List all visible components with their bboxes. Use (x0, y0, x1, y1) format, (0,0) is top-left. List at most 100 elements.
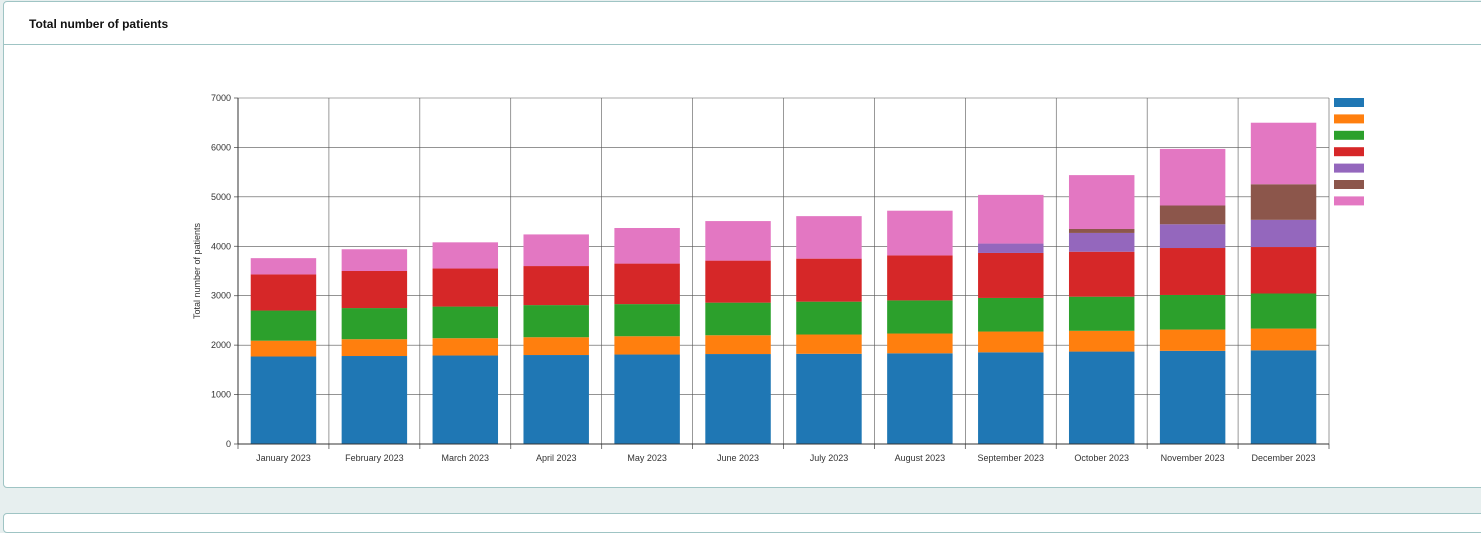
bar-segment-1 (1250, 350, 1317, 444)
bar-segment-2 (1159, 329, 1226, 351)
y-tick-label: 3000 (211, 291, 231, 301)
bar-segment-3 (614, 304, 680, 337)
bar-segment-1 (887, 353, 953, 444)
y-tick-label: 4000 (211, 241, 231, 251)
bar-segment-1 (1068, 351, 1135, 444)
legend-swatch-4 (1334, 147, 1364, 157)
panel-header: Total number of patients (4, 2, 1481, 45)
bar-segment-5 (978, 243, 1044, 253)
legend-swatch-7 (1334, 196, 1364, 206)
bar-segment-4 (432, 268, 499, 307)
bar-segment-4 (978, 252, 1044, 298)
bar-segment-4 (523, 266, 589, 306)
bar-segment-4 (887, 255, 953, 301)
bar-segment-7 (1250, 122, 1317, 185)
axes: 0 1000 2000 3000 4000 5000 6000 7000 January 202… (211, 93, 1330, 463)
bar-segment-7 (432, 242, 499, 269)
bar-segment-3 (796, 301, 862, 335)
y-tick-label: 5000 (211, 192, 231, 202)
bar-segment-5 (1159, 224, 1226, 249)
legend-swatch-5 (1334, 163, 1364, 173)
chart-panel: Total number of patients 0 1000 2000 3000 40… (3, 1, 1481, 488)
bar-segment-3 (705, 302, 771, 336)
bar-segment-2 (796, 334, 862, 354)
bar-segment-1 (614, 354, 680, 444)
bar-segment-2 (432, 338, 499, 356)
bar-segment-4 (1068, 251, 1135, 297)
bar-segment-7 (1068, 175, 1135, 229)
bar-segment-1 (705, 354, 771, 444)
bar-segment-3 (978, 297, 1044, 332)
legend-swatch-2 (1334, 114, 1364, 124)
bar-segment-3 (1068, 296, 1135, 331)
bar-segment-6 (1159, 205, 1226, 225)
x-tick-label: October 2023 (1074, 453, 1129, 463)
bar-segment-2 (614, 336, 680, 355)
bar-segment-7 (250, 258, 317, 275)
legend (1334, 98, 1364, 206)
grid (237, 97, 1330, 445)
bar-segment-1 (978, 352, 1044, 444)
bar-segment-4 (614, 263, 680, 305)
x-tick-label: May 2023 (627, 453, 667, 463)
bar-segment-1 (341, 356, 408, 444)
legend-swatch-3 (1334, 130, 1364, 140)
x-tick-label: January 2023 (256, 453, 311, 463)
bar-segment-4 (250, 274, 317, 311)
bar-segment-2 (1250, 328, 1317, 351)
bar-segment-2 (250, 340, 317, 357)
bar-segment-4 (1159, 248, 1226, 295)
x-tick-label: November 2023 (1161, 453, 1225, 463)
bar-segment-4 (1250, 247, 1317, 294)
bar-segment-7 (978, 194, 1044, 244)
bar-segment-7 (1159, 148, 1226, 206)
bar-segment-2 (705, 335, 771, 355)
bar-segment-3 (432, 306, 499, 339)
x-tick-label: June 2023 (717, 453, 759, 463)
x-tick-label: July 2023 (810, 453, 849, 463)
legend-swatch-6 (1334, 180, 1364, 189)
bar-segment-2 (978, 331, 1044, 353)
bar-segment-3 (1159, 294, 1226, 330)
bar-segment-7 (796, 216, 862, 259)
x-tick-label: April 2023 (536, 453, 577, 463)
bar-segment-5 (1068, 232, 1135, 252)
bar-segment-7 (341, 249, 408, 271)
bar-segment-2 (341, 339, 408, 357)
bar-segment-2 (1068, 330, 1135, 352)
bar-segment-4 (796, 258, 862, 302)
bar-segment-3 (887, 300, 953, 334)
stacked-bar-chart: 0 1000 2000 3000 4000 5000 6000 7000 January 202… (192, 93, 1364, 463)
legend-swatch-1 (1334, 98, 1364, 107)
bar-segment-6 (1250, 184, 1317, 220)
x-tick-label: September 2023 (978, 453, 1045, 463)
bar-segment-7 (887, 210, 953, 256)
bar-segment-1 (1159, 350, 1226, 444)
y-tick-label: 2000 (211, 340, 231, 350)
bar-segment-4 (705, 260, 771, 303)
y-tick-label: 7000 (211, 93, 231, 103)
x-tick-label: August 2023 (895, 453, 946, 463)
bars (250, 122, 1317, 444)
x-tick-label: March 2023 (442, 453, 490, 463)
bar-segment-3 (341, 308, 408, 340)
panel-title: Total number of patients (29, 17, 169, 31)
second-panel (3, 513, 1481, 533)
y-tick-label: 6000 (211, 142, 231, 152)
bar-segment-7 (614, 227, 680, 264)
bar-segment-3 (523, 305, 589, 338)
bar-segment-2 (887, 333, 953, 354)
bar-segment-2 (523, 337, 589, 356)
bar-segment-3 (1250, 293, 1317, 329)
bar-segment-5 (1250, 219, 1317, 248)
bar-segment-6 (1068, 228, 1135, 233)
x-tick-label: February 2023 (345, 453, 404, 463)
bar-segment-7 (523, 234, 589, 267)
x-tick-label: December 2023 (1252, 453, 1316, 463)
bar-segment-1 (523, 355, 589, 444)
y-tick-label: 1000 (211, 390, 231, 400)
bar-segment-1 (796, 353, 862, 444)
bar-segment-7 (705, 221, 771, 261)
y-axis-label: Total number of patients (192, 222, 202, 319)
y-tick-label: 0 (226, 439, 231, 449)
